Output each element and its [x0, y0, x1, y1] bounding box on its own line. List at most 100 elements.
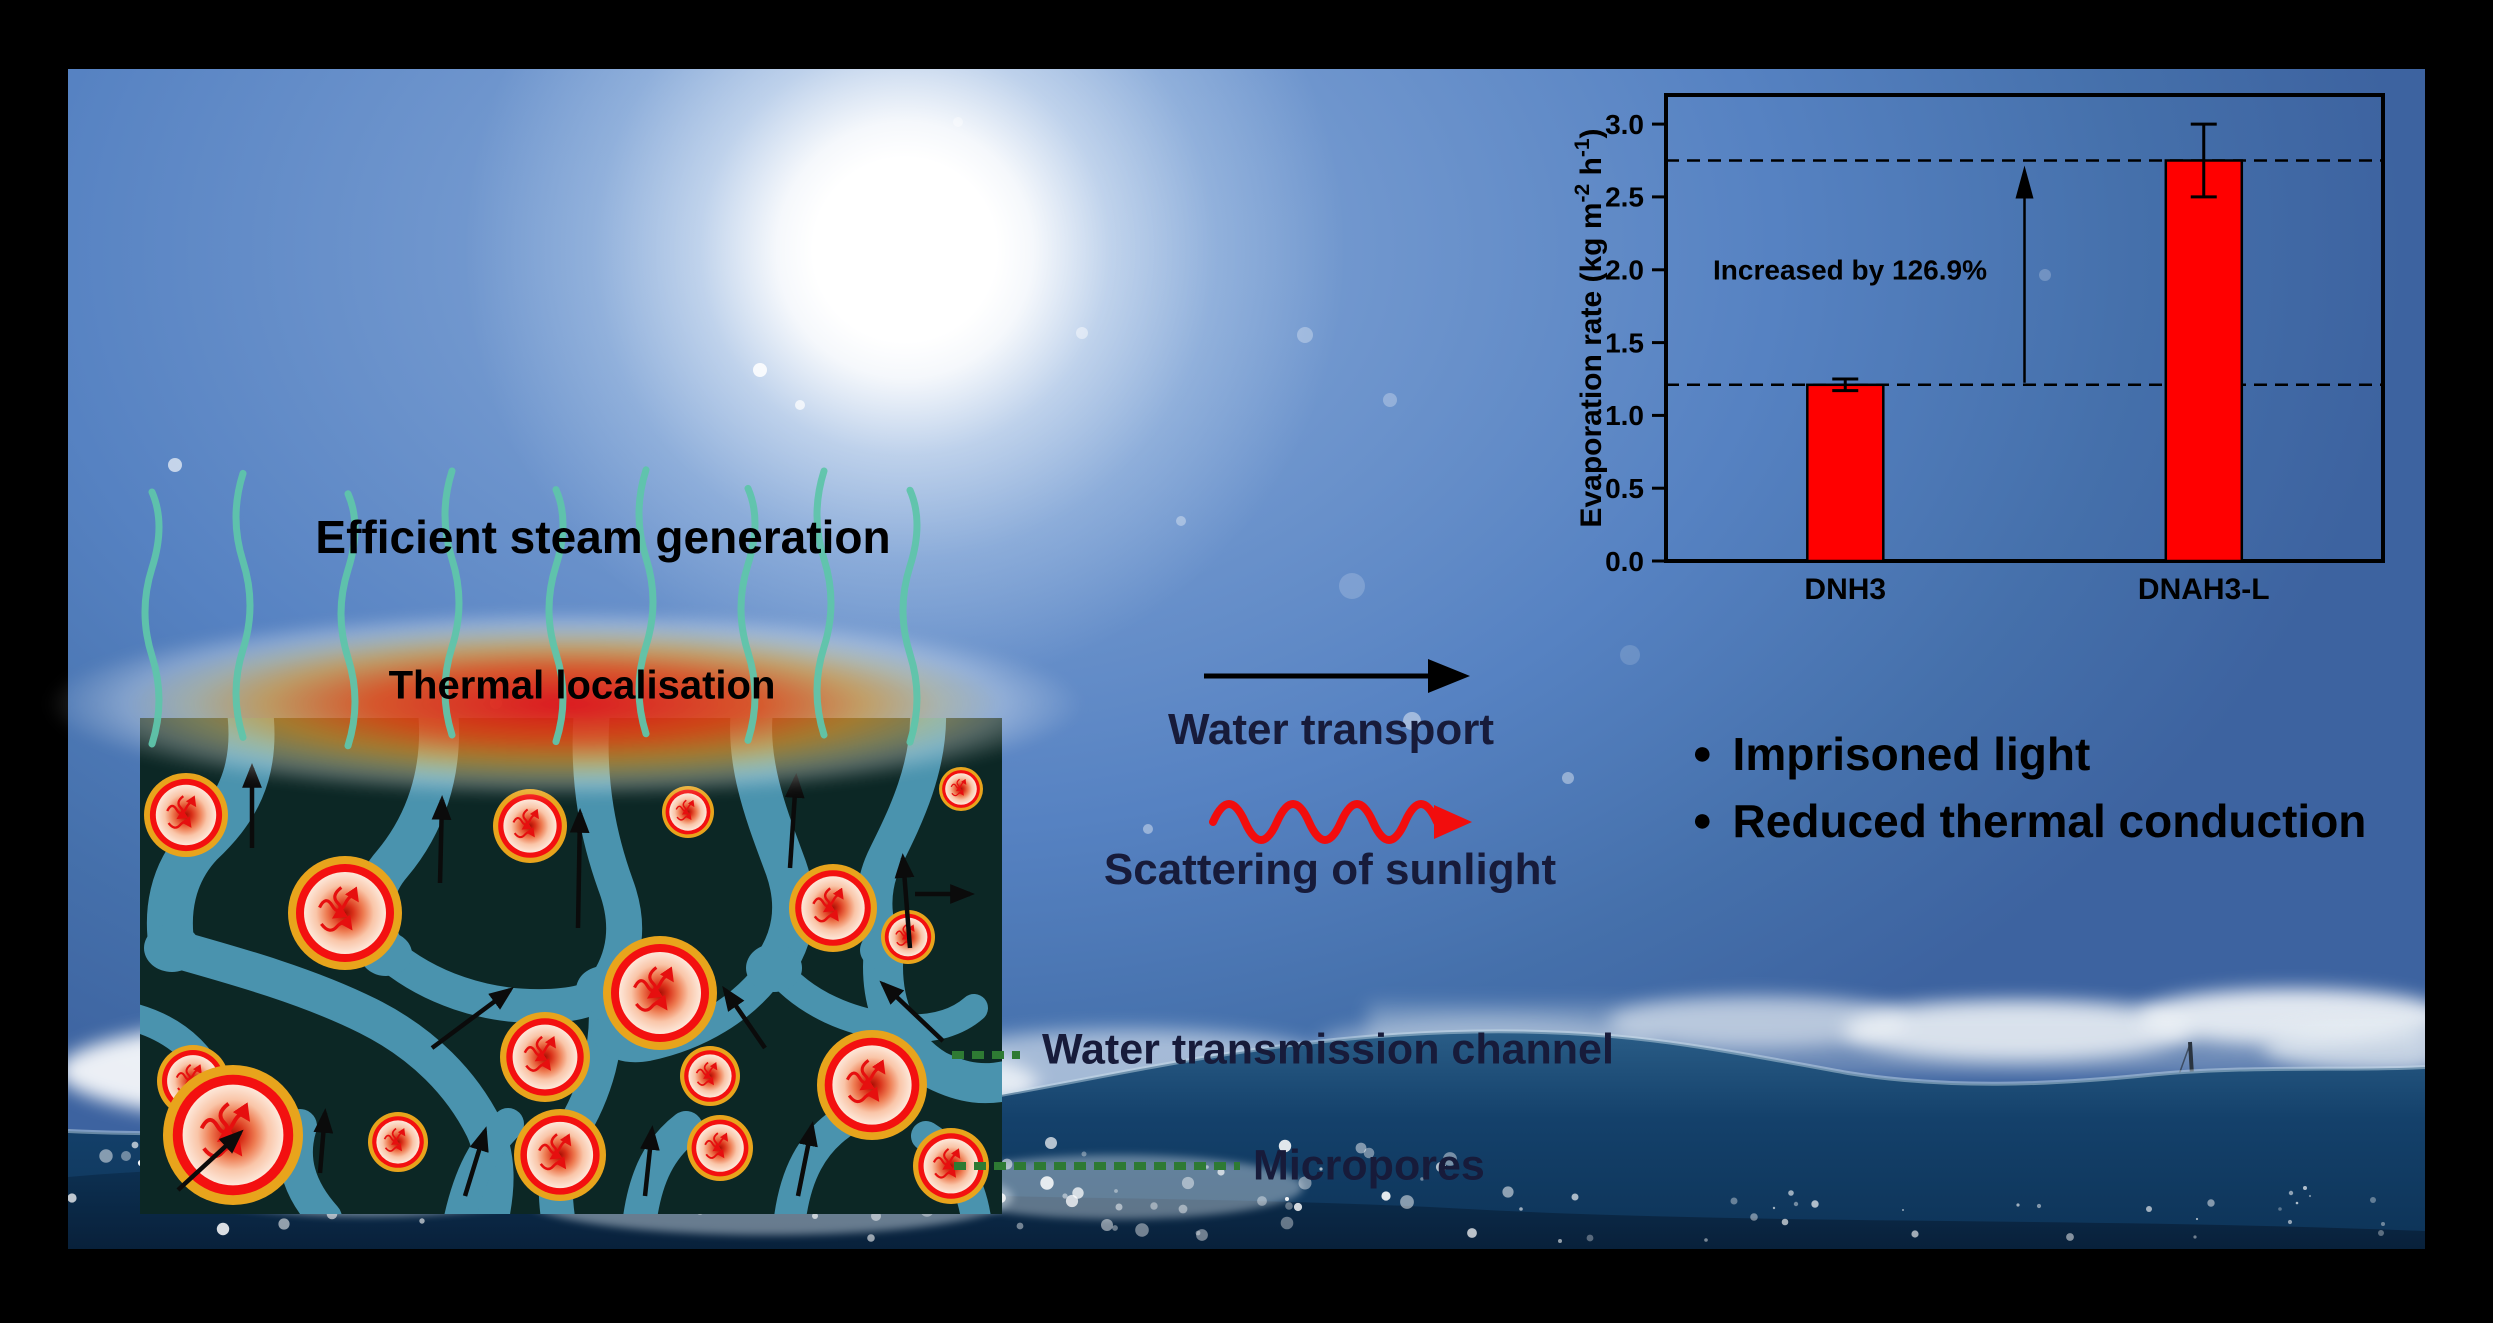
y-tick-label: 0.0	[1605, 546, 1644, 577]
sparkle	[1181, 1176, 1195, 1190]
sparkle	[2146, 1206, 2152, 1212]
sparkle	[1319, 1167, 1323, 1171]
steam-wisp	[545, 486, 567, 746]
micropore	[493, 789, 567, 863]
steam-wisps	[141, 466, 921, 750]
sparkle	[2370, 1197, 2376, 1203]
chart-bar	[1806, 383, 1885, 563]
steam-wisp	[232, 469, 254, 741]
sparkle	[1257, 1196, 1267, 1206]
flow-arrow	[430, 987, 514, 1050]
steam-wisp	[813, 467, 835, 739]
y-tick-label: 1.5	[1605, 327, 1644, 358]
sparkle	[2016, 1203, 2020, 1207]
micropore	[817, 1030, 927, 1140]
sparkle	[1788, 1190, 1794, 1196]
sparkle	[2378, 1230, 2384, 1236]
sparkle	[1040, 1176, 1054, 1190]
sparkle	[99, 1149, 113, 1163]
steam-wisp	[737, 484, 759, 744]
bokeh-dot	[795, 400, 805, 410]
y-tick-label: 0.5	[1605, 473, 1644, 504]
flow-arrow	[313, 1108, 334, 1174]
sparkle	[1045, 1137, 1057, 1149]
sparkle	[1730, 1197, 1738, 1205]
sparkle	[1467, 1228, 1477, 1238]
steam-wisp	[337, 490, 359, 750]
sparkle	[1065, 1194, 1079, 1208]
key-point-row: ● Imprisoned light	[1692, 720, 2366, 787]
micropore	[603, 936, 717, 1050]
sparkle	[867, 1234, 875, 1242]
steam-wisp	[635, 466, 657, 738]
sparkle	[1435, 1161, 1447, 1173]
sparkle	[1781, 1218, 1789, 1226]
sparkle	[812, 1213, 818, 1219]
bokeh-dot	[1562, 772, 1574, 784]
sparkle	[2381, 1222, 2385, 1226]
sunlight-scatter-arrow	[1209, 800, 1472, 844]
bokeh-dot	[1297, 327, 1313, 343]
sparkle	[278, 1218, 290, 1230]
sparkle	[1519, 1207, 1523, 1211]
chart-bar	[2164, 159, 2244, 563]
sparkle	[2278, 1207, 2282, 1211]
sparkle	[2303, 1186, 2307, 1190]
sparkle	[1811, 1200, 1819, 1208]
sparkle	[2207, 1199, 2215, 1207]
sparkle	[1558, 1239, 1562, 1243]
sparkle	[1217, 1168, 1225, 1176]
bokeh-dot	[953, 117, 963, 127]
sparkle	[1502, 1186, 1514, 1198]
sparkle	[1280, 1216, 1294, 1230]
sparkle	[1420, 1177, 1424, 1181]
sparkle	[1115, 1203, 1123, 1211]
flow-arrow	[640, 1125, 660, 1197]
micropore	[144, 773, 228, 857]
sparkle	[131, 1141, 139, 1149]
bokeh-dot	[1383, 393, 1397, 407]
sparkle	[1363, 1147, 1375, 1159]
thermal-localisation-label: Thermal localisation	[388, 663, 776, 708]
water-transport-label: Water transport	[1168, 705, 1494, 754]
sparkle	[2288, 1190, 2294, 1196]
micropore	[680, 1046, 740, 1106]
sparkle	[1902, 1209, 1904, 1211]
micropore	[913, 1128, 989, 1204]
steam-wisp	[899, 486, 921, 746]
sparkle	[1114, 1189, 1118, 1193]
sparkle	[419, 1218, 425, 1224]
sparkle	[1793, 1201, 1799, 1207]
bokeh-dot	[168, 458, 182, 472]
sparkle	[2308, 1194, 2312, 1198]
bullet-text: Reduced thermal conduction	[1732, 794, 2367, 847]
flow-arrow	[431, 795, 452, 884]
sparkle	[1772, 1206, 1776, 1210]
bokeh-dot	[1076, 327, 1088, 339]
sparkle	[2287, 1219, 2293, 1225]
bokeh-dot	[1339, 573, 1365, 599]
micropore	[500, 1012, 590, 1102]
sparkle	[1278, 1139, 1292, 1153]
water-flow-arrows	[176, 763, 975, 1197]
steam-generation-label: Efficient steam generation	[315, 511, 891, 563]
sparkle	[2036, 1203, 2042, 1209]
sparkle	[1381, 1191, 1391, 1201]
bokeh-dot	[1176, 516, 1186, 526]
sparkle	[1704, 1238, 1708, 1242]
sparkle	[1195, 1230, 1201, 1236]
flow-arrow	[894, 853, 915, 949]
sparkle	[1285, 1202, 1293, 1210]
sparkle	[1178, 1204, 1188, 1214]
sparkle	[1355, 1142, 1367, 1154]
flow-arrow	[176, 1129, 244, 1192]
micropore	[368, 1112, 428, 1172]
y-tick-label: 1.0	[1605, 400, 1644, 431]
increase-annotation: Increased by 126.9%	[1713, 255, 1987, 286]
sparkle	[1443, 1152, 1457, 1166]
sparkle	[1400, 1195, 1414, 1209]
bullet-icon: ●	[1692, 801, 1713, 839]
water-channel-label: Water transmission channel	[1042, 1025, 1614, 1074]
sparkle	[1571, 1193, 1579, 1201]
